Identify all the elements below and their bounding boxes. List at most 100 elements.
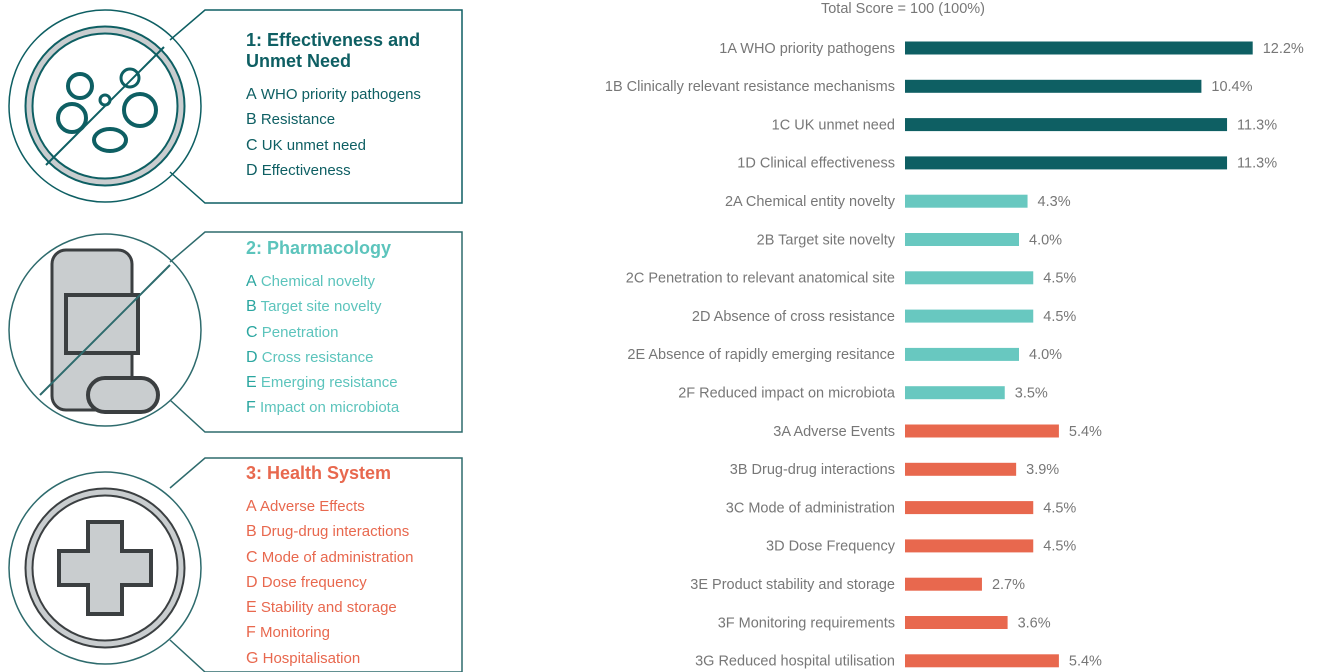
- category-label: 3G Reduced hospital utilisation: [695, 654, 895, 670]
- panel-item: C Mode of administration: [246, 545, 456, 570]
- panel-title: 3: Health System: [246, 463, 456, 484]
- value-label: 11.3%: [1237, 117, 1277, 133]
- bar: [905, 195, 1028, 208]
- category-label: 3E Product stability and storage: [690, 577, 895, 593]
- panel-item: F Impact on microbiota: [246, 395, 456, 420]
- item-text: Hospitalisation: [263, 650, 361, 667]
- panel-item: B Target site novelty: [246, 294, 456, 319]
- category-label: 3C Mode of administration: [726, 500, 895, 516]
- item-letter: A: [246, 498, 257, 515]
- value-label: 4.3%: [1038, 194, 1071, 210]
- panel-item: B Resistance: [246, 107, 456, 132]
- item-text: Mode of administration: [262, 549, 414, 566]
- panel-item: C UK unmet need: [246, 133, 456, 158]
- bar: [905, 386, 1005, 399]
- value-label: 10.4%: [1211, 79, 1252, 95]
- value-label: 4.0%: [1029, 347, 1062, 363]
- item-text: Monitoring: [260, 624, 330, 641]
- item-text: Cross resistance: [262, 349, 374, 366]
- item-letter: D: [246, 574, 258, 591]
- panel-item: A Chemical novelty: [246, 269, 456, 294]
- value-label: 4.5%: [1043, 271, 1076, 287]
- infographic: Total Score = 100 (100%) 1A WHO priority…: [0, 0, 1328, 672]
- bar: [905, 463, 1016, 476]
- panel-item: D Cross resistance: [246, 345, 456, 370]
- value-label: 4.0%: [1029, 232, 1062, 248]
- category-label: 2C Penetration to relevant anatomical si…: [626, 271, 895, 287]
- item-text: Drug-drug interactions: [261, 523, 409, 540]
- bar: [905, 501, 1033, 514]
- value-label: 12.2%: [1263, 41, 1304, 57]
- value-label: 5.4%: [1069, 424, 1102, 440]
- category-label: 2F Reduced impact on microbiota: [678, 386, 896, 402]
- category-label: 1D Clinical effectiveness: [737, 156, 895, 172]
- panel-item: A WHO priority pathogens: [246, 82, 456, 107]
- bar: [905, 118, 1227, 131]
- item-text: Dose frequency: [262, 574, 367, 591]
- category-label: 3A Adverse Events: [773, 424, 895, 440]
- value-label: 4.5%: [1043, 539, 1076, 555]
- value-label: 3.9%: [1026, 462, 1059, 478]
- category-label: 1A WHO priority pathogens: [719, 41, 895, 57]
- category-label: 2E Absence of rapidly emerging resitance: [627, 347, 895, 363]
- bar: [905, 233, 1019, 246]
- bar: [905, 310, 1033, 323]
- item-letter: B: [246, 523, 257, 540]
- bar: [905, 271, 1033, 284]
- panel-item: C Penetration: [246, 320, 456, 345]
- item-letter: E: [246, 374, 257, 391]
- panel-item: D Effectiveness: [246, 158, 456, 183]
- bar: [905, 539, 1033, 552]
- value-label: 3.5%: [1015, 386, 1048, 402]
- bar: [905, 425, 1059, 438]
- category-label: 3B Drug-drug interactions: [730, 462, 895, 478]
- item-text: Chemical novelty: [261, 273, 375, 290]
- item-letter: G: [246, 650, 258, 667]
- bar: [905, 616, 1008, 629]
- item-letter: B: [246, 111, 257, 128]
- panel-item: G Hospitalisation: [246, 646, 456, 671]
- item-text: WHO priority pathogens: [261, 86, 421, 103]
- item-text: Stability and storage: [261, 599, 397, 616]
- panel-item: E Stability and storage: [246, 595, 456, 620]
- bar: [905, 42, 1253, 55]
- value-label: 5.4%: [1069, 654, 1102, 670]
- panel-item: A Adverse Effects: [246, 494, 456, 519]
- category-label: 2B Target site novelty: [757, 232, 896, 248]
- chart-title: Total Score = 100 (100%): [821, 1, 985, 17]
- item-text: Target site novelty: [261, 298, 382, 315]
- category-label: 1B Clinically relevant resistance mechan…: [605, 79, 895, 95]
- panel-title: 1: Effectiveness and Unmet Need: [246, 30, 456, 72]
- bar: [905, 156, 1227, 169]
- item-text: Resistance: [261, 111, 335, 128]
- value-label: 2.7%: [992, 577, 1025, 593]
- bar: [905, 654, 1059, 667]
- item-text: Effectiveness: [262, 162, 351, 179]
- category-label: 3F Monitoring requirements: [718, 615, 895, 631]
- category-label: 2D Absence of cross resistance: [692, 309, 895, 325]
- panel-title: 2: Pharmacology: [246, 238, 456, 259]
- bar: [905, 348, 1019, 361]
- panel-item: B Drug-drug interactions: [246, 519, 456, 544]
- panel: 1: Effectiveness and Unmet Need A WHO pri…: [246, 30, 456, 183]
- item-text: Penetration: [262, 324, 339, 341]
- item-letter: F: [246, 624, 256, 641]
- panel-item: E Emerging resistance: [246, 370, 456, 395]
- panel-item: D Dose frequency: [246, 570, 456, 595]
- item-text: Adverse Effects: [260, 498, 365, 515]
- item-text: Impact on microbiota: [260, 399, 399, 416]
- value-label: 11.3%: [1237, 156, 1277, 172]
- category-label: 3D Dose Frequency: [766, 539, 896, 555]
- item-letter: D: [246, 162, 258, 179]
- item-letter: C: [246, 549, 258, 566]
- item-letter: A: [246, 273, 257, 290]
- item-letter: E: [246, 599, 257, 616]
- item-letter: F: [246, 399, 256, 416]
- item-text: UK unmet need: [262, 137, 366, 154]
- item-letter: C: [246, 324, 258, 341]
- value-label: 4.5%: [1043, 500, 1076, 516]
- item-letter: C: [246, 137, 258, 154]
- item-letter: D: [246, 349, 258, 366]
